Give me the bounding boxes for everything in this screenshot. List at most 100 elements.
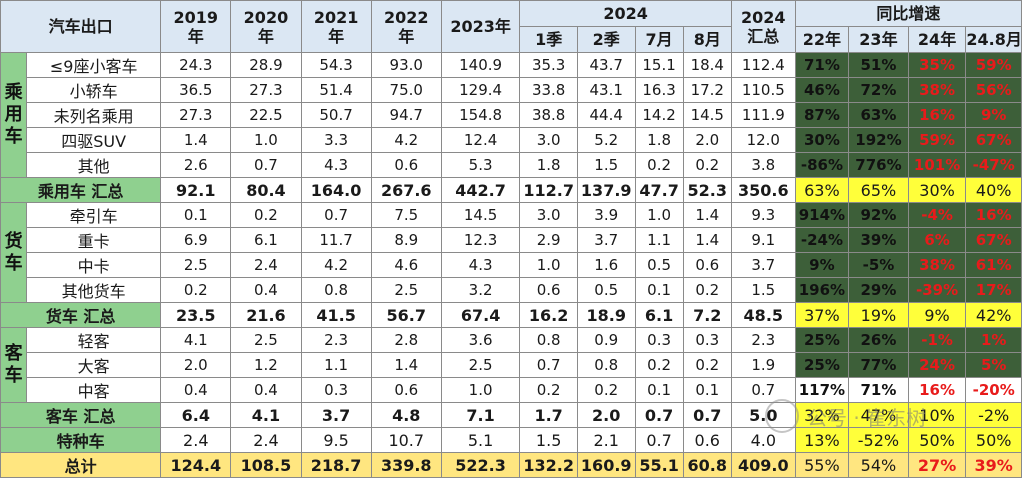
growth-cell: 27% bbox=[907, 452, 967, 478]
cell: 5.2 bbox=[576, 127, 636, 153]
table-row: 重卡 6.9 6.1 11.7 8.9 12.3 2.9 3.7 1.1 1.4… bbox=[1, 227, 1022, 253]
growth-cell: 10% bbox=[907, 402, 967, 428]
table-row-summary: 客车 汇总 6.4 4.1 3.7 4.8 7.1 1.7 2.0 0.7 0.… bbox=[0, 402, 1022, 428]
row-label: 重卡 bbox=[26, 227, 162, 253]
cell: 0.6 bbox=[682, 427, 732, 453]
growth-cell: 71% bbox=[848, 377, 909, 403]
col-group-2024: 2024 bbox=[519, 0, 732, 27]
growth-cell: -4% bbox=[907, 202, 967, 228]
cell: 18.4 bbox=[682, 52, 732, 78]
cell: 3.3 bbox=[300, 127, 372, 153]
growth-cell: 16% bbox=[965, 202, 1022, 228]
growth-cell: 914% bbox=[794, 202, 850, 228]
growth-cell: 46% bbox=[794, 77, 850, 103]
growth-cell: 72% bbox=[848, 77, 909, 103]
cell: 28.9 bbox=[230, 52, 302, 78]
cell: 154.8 bbox=[440, 102, 521, 128]
cell: 4.2 bbox=[300, 252, 372, 278]
growth-cell: 24% bbox=[907, 352, 967, 378]
growth-cell: 5% bbox=[965, 352, 1022, 378]
cell: 6.1 bbox=[230, 227, 302, 253]
cell: 3.7 bbox=[300, 402, 372, 428]
growth-cell: 25% bbox=[794, 352, 850, 378]
row-label: 乘用车 汇总 bbox=[0, 177, 162, 203]
cell: 60.8 bbox=[682, 452, 732, 478]
growth-cell: 9% bbox=[794, 252, 850, 278]
cell: 0.1 bbox=[634, 377, 684, 403]
growth-cell: 6% bbox=[907, 227, 967, 253]
cell: 0.2 bbox=[160, 277, 232, 303]
growth-cell: 59% bbox=[965, 52, 1022, 78]
growth-cell: 51% bbox=[848, 52, 909, 78]
cell: 12.4 bbox=[440, 127, 521, 153]
growth-cell: 16% bbox=[907, 102, 967, 128]
cell: 129.4 bbox=[440, 77, 521, 103]
cell: 92.1 bbox=[160, 177, 232, 203]
growth-cell: 32% bbox=[794, 402, 850, 428]
cell: 0.2 bbox=[519, 377, 578, 403]
cell: 0.1 bbox=[634, 277, 684, 303]
table-row-summary: 乘用车 汇总 92.1 80.4 164.0 267.6 442.7 112.7… bbox=[0, 177, 1022, 203]
cell: 111.9 bbox=[730, 102, 796, 128]
cell: 1.4 bbox=[682, 227, 732, 253]
cell: 4.3 bbox=[300, 152, 372, 178]
cell: 137.9 bbox=[576, 177, 636, 203]
cell: 27.3 bbox=[230, 77, 302, 103]
cell: 44.4 bbox=[576, 102, 636, 128]
cell: 2.4 bbox=[230, 427, 302, 453]
cell: 43.1 bbox=[576, 77, 636, 103]
cell: 0.7 bbox=[634, 402, 684, 428]
cell: 33.8 bbox=[519, 77, 578, 103]
cell: 2.1 bbox=[576, 427, 636, 453]
growth-cell: 35% bbox=[907, 52, 967, 78]
growth-cell: -86% bbox=[794, 152, 850, 178]
category-truck: 货车 bbox=[0, 202, 28, 303]
growth-cell: 50% bbox=[965, 427, 1022, 453]
cell: 0.4 bbox=[230, 277, 302, 303]
row-label: 中客 bbox=[26, 377, 162, 403]
cell: 0.8 bbox=[519, 327, 578, 353]
col-header-growth-24: 24年 bbox=[907, 26, 967, 53]
cell: 3.2 bbox=[440, 277, 521, 303]
cell: 24.3 bbox=[160, 52, 232, 78]
growth-cell: 192% bbox=[848, 127, 909, 153]
cell: 15.1 bbox=[634, 52, 684, 78]
row-label: 特种车 bbox=[0, 427, 162, 453]
growth-cell: 9% bbox=[965, 102, 1022, 128]
table-row: 中客 0.4 0.4 0.3 0.6 1.0 0.2 0.2 0.1 0.1 0… bbox=[1, 377, 1022, 403]
table-row: 小轿车 36.5 27.3 51.4 75.0 129.4 33.8 43.1 … bbox=[1, 77, 1022, 103]
cell: 0.2 bbox=[634, 352, 684, 378]
cell: 2.5 bbox=[230, 327, 302, 353]
growth-cell: -2% bbox=[965, 402, 1022, 428]
cell: 0.2 bbox=[230, 202, 302, 228]
cell: 56.7 bbox=[370, 302, 442, 328]
cell: 0.7 bbox=[519, 352, 578, 378]
row-label: 客车 汇总 bbox=[0, 402, 162, 428]
growth-cell: 38% bbox=[907, 77, 967, 103]
growth-cell: 55% bbox=[794, 452, 850, 478]
cell: 1.0 bbox=[440, 377, 521, 403]
cell: 0.6 bbox=[519, 277, 578, 303]
cell: 164.0 bbox=[300, 177, 372, 203]
cell: 43.7 bbox=[576, 52, 636, 78]
cell: 267.6 bbox=[370, 177, 442, 203]
growth-cell: 87% bbox=[794, 102, 850, 128]
cell: 22.5 bbox=[230, 102, 302, 128]
cell: 52.3 bbox=[682, 177, 732, 203]
cell: 5.3 bbox=[440, 152, 521, 178]
cell: 3.9 bbox=[576, 202, 636, 228]
row-label: 轻客 bbox=[26, 327, 162, 353]
cell: 0.3 bbox=[682, 327, 732, 353]
growth-cell: 38% bbox=[907, 252, 967, 278]
cell: 38.8 bbox=[519, 102, 578, 128]
cell: 1.5 bbox=[519, 427, 578, 453]
growth-cell: 92% bbox=[848, 202, 909, 228]
cell: 0.6 bbox=[370, 377, 442, 403]
cell: 409.0 bbox=[730, 452, 796, 478]
cell: 522.3 bbox=[440, 452, 521, 478]
growth-cell: 54% bbox=[848, 452, 909, 478]
row-label: ≤9座小客车 bbox=[26, 52, 162, 78]
growth-cell: 776% bbox=[848, 152, 909, 178]
table-row: 四驱SUV 1.4 1.0 3.3 4.2 12.4 3.0 5.2 1.8 2… bbox=[1, 127, 1022, 153]
cell: 2.3 bbox=[300, 327, 372, 353]
